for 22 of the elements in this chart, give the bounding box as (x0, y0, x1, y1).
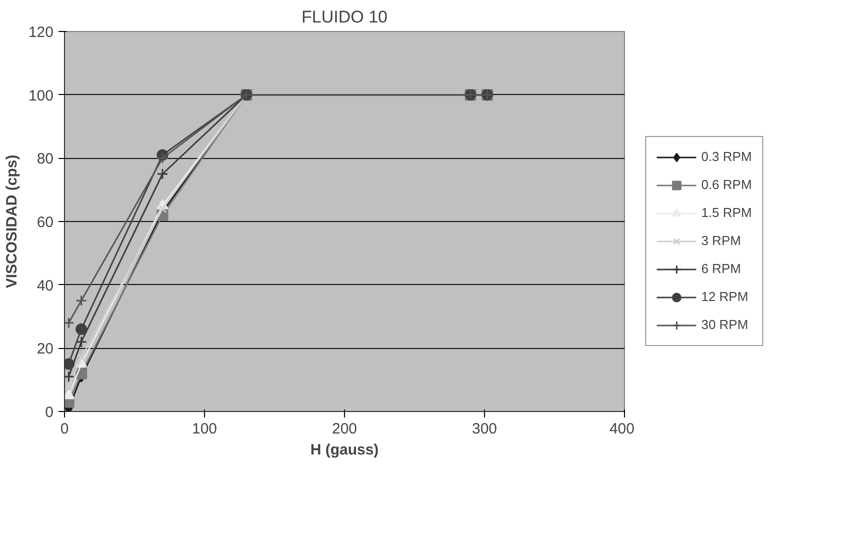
x-tick-label: 400 (609, 420, 635, 438)
x-tick-label: 300 (472, 420, 498, 438)
chart-title: FLUIDO 10 (302, 8, 388, 26)
y-tick-label: 120 (28, 24, 54, 41)
legend-label: 6 RPM (701, 261, 741, 276)
y-tick-label: 60 (36, 214, 54, 231)
x-tick-label: 200 (332, 420, 358, 438)
y-tick-label: 100 (28, 87, 54, 104)
legend-label: 30 RPM (701, 317, 748, 332)
y-tick-label: 40 (36, 277, 54, 294)
y-tick-label: 20 (36, 340, 54, 358)
legend-label: 0.6 RPM (701, 177, 752, 192)
x-tick-label: 100 (192, 420, 218, 438)
y-tick-label: 0 (45, 404, 54, 421)
x-axis-title: H (gauss) (310, 442, 379, 458)
legend-label: 12 RPM (701, 289, 748, 304)
y-axis-title: VISCOSIDAD (cps) (3, 154, 20, 288)
legend-label: 1.5 RPM (701, 205, 752, 220)
legend-label: 0.3 RPM (701, 149, 752, 164)
y-tick-label: 80 (36, 150, 54, 168)
legend-label: 3 RPM (701, 233, 741, 248)
x-tick-label: 0 (60, 420, 69, 438)
